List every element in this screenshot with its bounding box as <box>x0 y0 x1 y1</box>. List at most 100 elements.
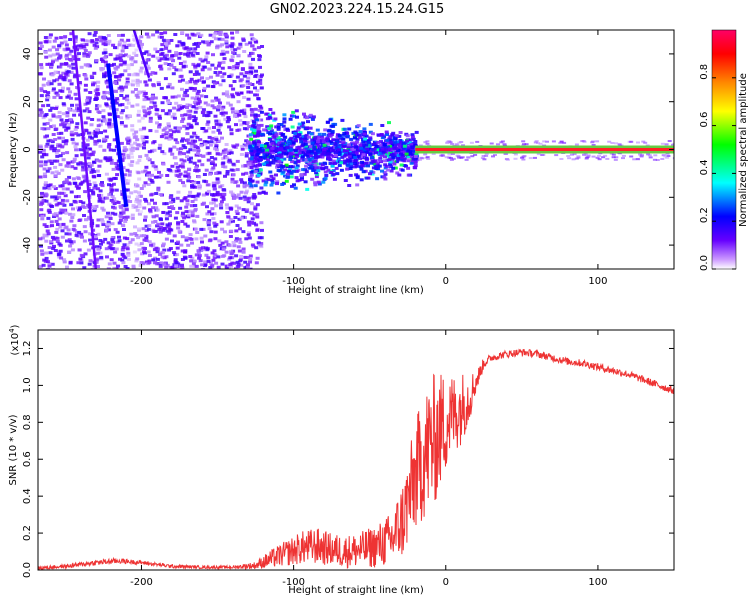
spectrogram-cell <box>405 139 410 143</box>
spectrogram-cell <box>426 158 431 160</box>
spectrogram-cell <box>610 142 615 144</box>
spectrogram-cell <box>235 66 240 70</box>
spectrogram-cell <box>255 134 260 138</box>
spectrogram-cell <box>193 116 198 120</box>
spectrogram-cell <box>331 154 336 158</box>
spectrogram-cell <box>106 220 111 224</box>
spectrogram-cell <box>230 36 235 40</box>
spectrogram-cell <box>335 172 340 176</box>
spectrogram-cell <box>362 132 367 136</box>
spectrogram-cell <box>257 109 262 112</box>
spectrogram-cell <box>217 171 222 175</box>
spectrogram-cell <box>360 160 364 164</box>
spectrogram-cell <box>227 118 231 122</box>
spectrogram-cell <box>185 202 190 206</box>
spectrogram-cell <box>95 85 100 88</box>
spectrogram-cell <box>42 77 46 81</box>
spectrogram-cell <box>225 206 230 210</box>
spectrogram-cell <box>221 60 226 64</box>
spectrogram-cell <box>239 123 244 127</box>
spectrogram-cell <box>58 55 63 59</box>
spectrogram-cell <box>521 140 526 143</box>
spectrogram-cell <box>126 243 131 246</box>
spectrogram-cell <box>65 239 69 243</box>
spectrogram-cell <box>282 135 287 139</box>
spectrogram-cell <box>213 198 218 202</box>
spectrogram-cell <box>47 187 52 191</box>
spectrogram-cell <box>202 113 207 117</box>
spectrogram-cell <box>342 159 347 163</box>
spectrogram-cell <box>74 125 79 129</box>
spectrogram-cell <box>554 154 559 157</box>
spectrogram-cell <box>57 44 62 48</box>
spectrogram-cell <box>144 112 149 115</box>
spectrogram-cell <box>92 43 97 47</box>
spectrogram-cell <box>70 216 75 219</box>
spectrogram-cell <box>279 166 284 170</box>
spectrogram-cell <box>455 154 460 157</box>
spectrogram-cell <box>291 141 296 145</box>
spectrogram-cell <box>254 145 259 149</box>
spectrogram-cell <box>355 161 360 165</box>
spectrogram-cell <box>55 159 60 163</box>
spectrogram-cell <box>181 117 186 121</box>
spectrogram-cell <box>605 157 610 160</box>
spectrogram-cell <box>71 227 76 231</box>
spectrogram-cell <box>105 159 110 163</box>
spectrogram-cell <box>76 44 81 48</box>
spectrogram-cell <box>386 145 390 149</box>
spectrogram-cell <box>235 143 240 147</box>
spectrogram-cell <box>149 105 154 109</box>
spectrogram-cell <box>249 173 254 177</box>
y-tick-label: 1.2 <box>22 341 33 357</box>
spectrogram-cell <box>108 214 113 218</box>
spectrogram-cell <box>337 145 342 149</box>
spectrogram-cell <box>247 104 252 108</box>
spectrogram-cell <box>238 259 243 263</box>
spectrogram-cell <box>137 212 142 216</box>
spectrogram-cell <box>132 250 137 254</box>
spectrogram-cell <box>284 163 289 167</box>
spectrogram-cell <box>64 120 69 124</box>
spectrogram-cell <box>256 97 261 101</box>
spectrogram-cell <box>329 140 333 144</box>
spectrogram-cell <box>66 87 71 91</box>
spectrogram-cell <box>68 240 73 244</box>
spectrogram-cell <box>237 206 242 210</box>
spectrogram-cell <box>70 248 75 252</box>
spectrogram-cell <box>260 149 265 153</box>
spectrogram-cell <box>77 107 81 111</box>
spectrogram-cell <box>45 62 50 66</box>
spectrogram-cell <box>47 40 52 44</box>
spectrogram-cell <box>204 95 209 99</box>
spectrogram-cell <box>301 121 306 125</box>
spectrogram-cell <box>186 243 191 247</box>
spectrogram-cell <box>572 153 577 156</box>
spectrogram-cell <box>447 153 452 156</box>
spectrogram-cell <box>101 109 106 113</box>
spectrogram-cell <box>93 207 98 210</box>
spectrogram-cell <box>97 164 102 168</box>
spectrogram-cell <box>104 215 109 219</box>
spectrogram-cell <box>597 158 602 161</box>
spectrogram-cell <box>376 133 381 137</box>
spectrogram-cell <box>192 73 197 76</box>
spectrogram-cell <box>221 165 226 168</box>
spectrogram-cell <box>93 131 98 135</box>
spectrogram-cell <box>212 81 217 85</box>
spectrogram-cell <box>77 186 81 190</box>
spectrogram-cell <box>197 175 202 179</box>
spectrogram-cell <box>276 127 281 131</box>
spectrogram-cell <box>74 154 79 158</box>
spectrogram-cell <box>343 153 348 157</box>
spectrogram-cell <box>109 161 114 165</box>
spectrogram-cell <box>199 33 204 37</box>
spectrogram-cell <box>211 85 216 89</box>
spectrogram-cell <box>336 148 341 152</box>
spectrogram-cell <box>629 140 634 143</box>
spectrogram-cell <box>289 144 294 148</box>
spectrogram-cell <box>311 169 316 172</box>
spectrogram-cell <box>82 266 87 269</box>
spectrogram-cell <box>175 196 180 200</box>
spectrogram-cell <box>180 137 185 141</box>
